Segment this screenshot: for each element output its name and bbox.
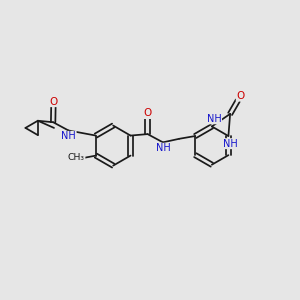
Text: NH: NH	[61, 131, 76, 141]
Text: O: O	[236, 91, 244, 101]
Text: NH: NH	[156, 143, 171, 153]
Text: CH₃: CH₃	[68, 153, 85, 162]
Text: NH: NH	[207, 114, 222, 124]
Text: NH: NH	[224, 139, 238, 149]
Text: O: O	[49, 97, 58, 106]
Text: O: O	[143, 109, 152, 118]
